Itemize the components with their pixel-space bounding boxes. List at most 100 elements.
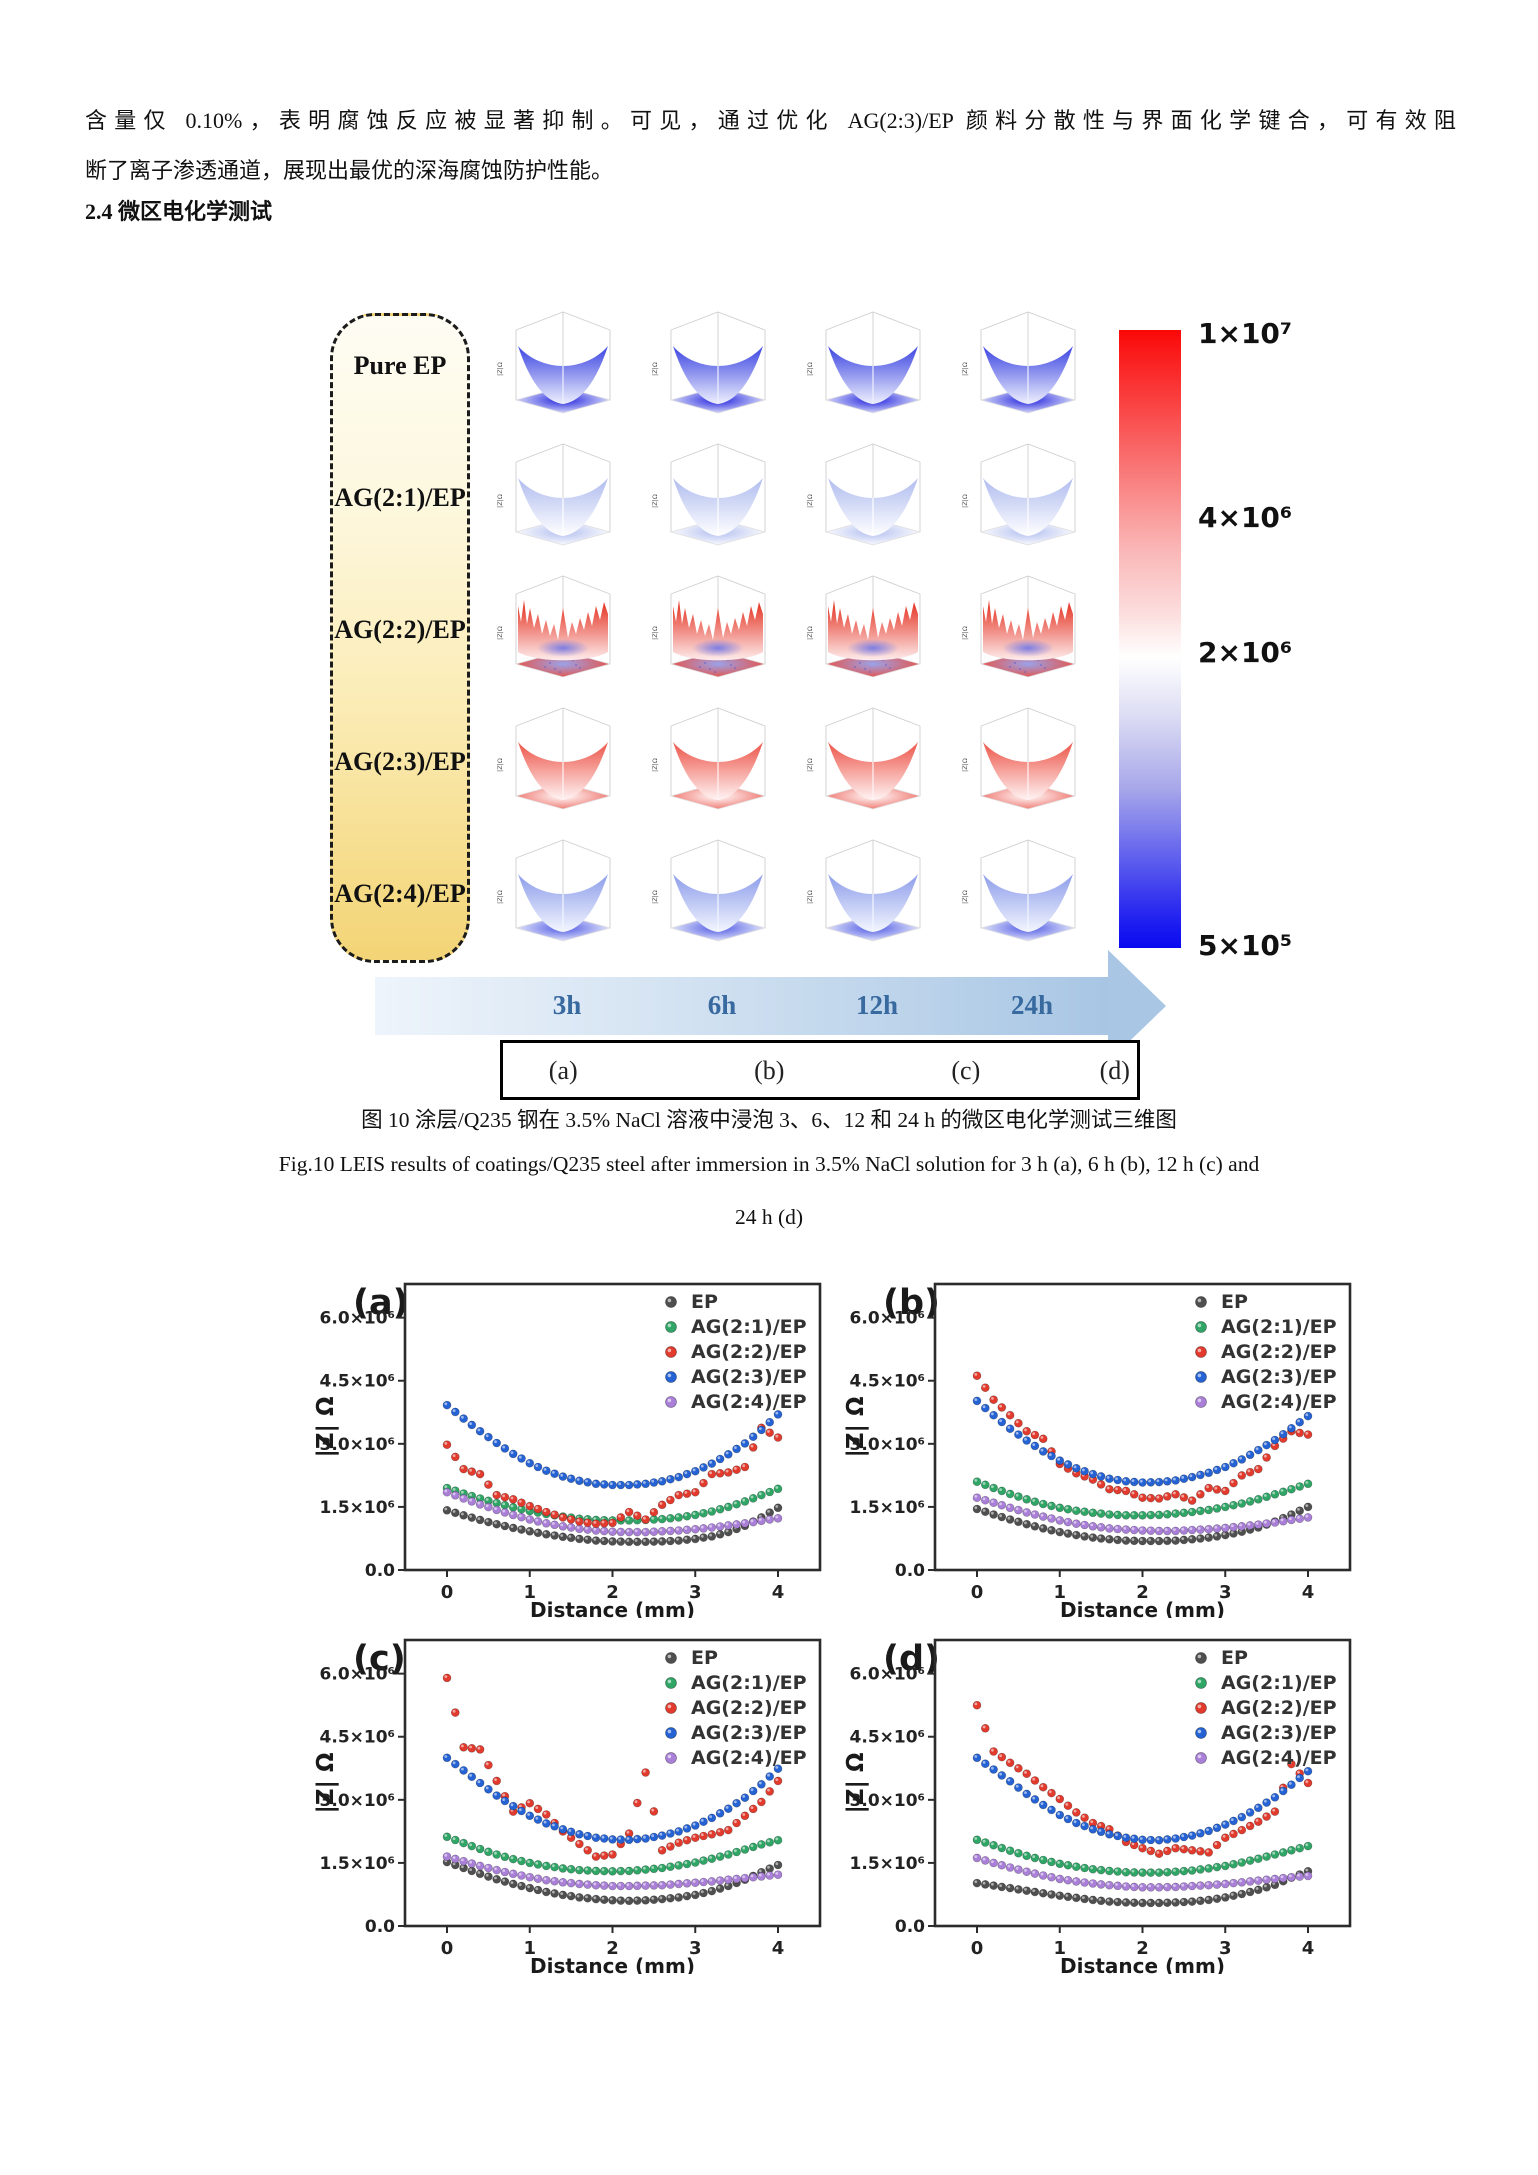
y-tick-label: 6.0×10⁶ bbox=[850, 1665, 925, 1685]
y-axis-label: |Z| Ω bbox=[843, 1396, 869, 1457]
x-axis-label: Distance (mm) bbox=[530, 1954, 695, 1974]
mini-z-axis-label: |Z|Ω bbox=[961, 362, 969, 376]
leis-3d-plot: |Z|Ω bbox=[806, 311, 922, 414]
x-tick-label: 1 bbox=[523, 1582, 536, 1603]
figure10-caption-en-line2: 24 h (d) bbox=[734, 1205, 804, 1229]
mini-z-axis-label: |Z|Ω bbox=[806, 626, 814, 640]
panel-letter: (b) bbox=[883, 1283, 940, 1323]
panel-letter: (c) bbox=[353, 1639, 406, 1679]
x-axis-label: Distance (mm) bbox=[1060, 1954, 1225, 1974]
x-tick-label: 1 bbox=[1053, 1582, 1066, 1603]
figure10-letter-d: (d) bbox=[1099, 1056, 1130, 1085]
legend-label: EP bbox=[691, 1647, 718, 1669]
mini-z-axis-label: |Z|Ω bbox=[496, 758, 504, 772]
row-label-ag24-ep: AG(2:4)/EP bbox=[334, 879, 466, 908]
leis-line-scan-figure: (a) 0.0 1.5×10⁶ 3.0×10⁶ 4.5×10⁶ 6.0×10⁶ 0 1 2 3 4 D… bbox=[295, 1268, 1355, 1974]
leis-3d-plot: |Z|Ω bbox=[651, 707, 767, 810]
row-label-ag22-ep: AG(2:2)/EP bbox=[334, 615, 466, 644]
y-tick-label: 3.0×10⁶ bbox=[320, 1435, 395, 1455]
y-tick-label: 0.0 bbox=[365, 1561, 395, 1581]
y-tick-label: 3.0×10⁶ bbox=[850, 1791, 925, 1811]
leis-3d-plot: |Z|Ω bbox=[496, 443, 612, 546]
mini-z-axis-label: |Z|Ω bbox=[806, 362, 814, 376]
leis-3d-plot: |Z|Ω bbox=[806, 575, 922, 678]
legend-label: AG(2:1)/EP bbox=[1221, 1672, 1337, 1694]
figure10-colorbar bbox=[1119, 330, 1181, 948]
mini-z-axis-label: |Z|Ω bbox=[961, 626, 969, 640]
x-tick-label: 3 bbox=[1219, 1582, 1232, 1603]
time-label-24h: 24h bbox=[1010, 990, 1054, 1020]
time-label-3h: 3h bbox=[552, 990, 582, 1020]
leis-3d-plot: |Z|Ω bbox=[651, 443, 767, 546]
legend-label: AG(2:2)/EP bbox=[1221, 1341, 1337, 1363]
y-tick-label: 1.5×10⁶ bbox=[320, 1854, 395, 1874]
y-axis-label: |Z| Ω bbox=[843, 1752, 869, 1813]
panel-letter: (a) bbox=[353, 1283, 409, 1323]
mini-z-axis-label: |Z|Ω bbox=[806, 890, 814, 904]
y-tick-label: 0.0 bbox=[895, 1917, 925, 1937]
leis-chart-panel-d-: (d) 0.0 1.5×10⁶ 3.0×10⁶ 4.5×10⁶ 6.0×10⁶ 0 1 2 3 4 D… bbox=[843, 1638, 1352, 1974]
legend-label: AG(2:4)/EP bbox=[1221, 1391, 1337, 1413]
mini-z-axis-label: |Z|Ω bbox=[496, 362, 504, 376]
legend-label: AG(2:3)/EP bbox=[1221, 1722, 1337, 1744]
x-tick-label: 3 bbox=[689, 1938, 702, 1959]
leis-3d-plot: |Z|Ω bbox=[806, 839, 922, 942]
legend-label: AG(2:1)/EP bbox=[691, 1672, 807, 1694]
legend-label: AG(2:2)/EP bbox=[691, 1697, 807, 1719]
legend-label: AG(2:2)/EP bbox=[1221, 1697, 1337, 1719]
leis-3d-plot: |Z|Ω bbox=[496, 575, 612, 678]
legend-label: AG(2:4)/EP bbox=[691, 1747, 807, 1769]
y-tick-label: 1.5×10⁶ bbox=[320, 1498, 395, 1518]
x-tick-label: 4 bbox=[772, 1938, 785, 1959]
mini-z-axis-label: |Z|Ω bbox=[496, 626, 504, 640]
y-tick-label: 1.5×10⁶ bbox=[850, 1854, 925, 1874]
legend-label: AG(2:4)/EP bbox=[1221, 1747, 1337, 1769]
row-label-pure-ep: Pure EP bbox=[353, 351, 447, 380]
leis-3d-plot: |Z|Ω bbox=[496, 707, 612, 810]
mini-z-axis-label: |Z|Ω bbox=[651, 758, 659, 772]
panel-letter: (d) bbox=[883, 1639, 940, 1679]
y-tick-label: 3.0×10⁶ bbox=[850, 1435, 925, 1455]
y-tick-label: 6.0×10⁶ bbox=[320, 1665, 395, 1685]
x-tick-label: 0 bbox=[971, 1938, 984, 1959]
legend-label: EP bbox=[1221, 1291, 1248, 1313]
x-tick-label: 2 bbox=[1136, 1938, 1149, 1959]
time-label-12h: 12h bbox=[855, 990, 899, 1020]
x-tick-label: 0 bbox=[441, 1582, 454, 1603]
mini-z-axis-label: |Z|Ω bbox=[961, 890, 969, 904]
figure10-caption-en: Fig.10 LEIS results of coatings/Q235 ste… bbox=[278, 1152, 1260, 1176]
legend-label: AG(2:3)/EP bbox=[1221, 1366, 1337, 1388]
legend-label: AG(2:4)/EP bbox=[691, 1391, 807, 1413]
x-tick-label: 4 bbox=[772, 1582, 785, 1603]
legend-label: AG(2:1)/EP bbox=[691, 1316, 807, 1338]
row-label-ag23-ep: AG(2:3)/EP bbox=[334, 747, 466, 776]
leis-3d-plot: |Z|Ω bbox=[806, 443, 922, 546]
body-paragraph-line1: 含量仅 0.10%，表明腐蚀反应被显著抑制。可见，通过优化 AG(2:3)/EP… bbox=[85, 108, 1456, 133]
y-tick-label: 4.5×10⁶ bbox=[850, 1372, 925, 1392]
figure10-letter-b: (b) bbox=[754, 1056, 785, 1085]
leis-3d-plot: |Z|Ω bbox=[961, 707, 1077, 810]
y-tick-label: 1.5×10⁶ bbox=[850, 1498, 925, 1518]
y-axis-label: |Z| Ω bbox=[313, 1752, 339, 1813]
y-tick-label: 0.0 bbox=[895, 1561, 925, 1581]
leis-3d-plot: |Z|Ω bbox=[651, 311, 767, 414]
leis-chart-panel-b-: (b) 0.0 1.5×10⁶ 3.0×10⁶ 4.5×10⁶ 6.0×10⁶ 0 1 2 3 4 D… bbox=[843, 1282, 1352, 1618]
x-axis-label: Distance (mm) bbox=[530, 1598, 695, 1618]
leis-3d-plot: |Z|Ω bbox=[806, 707, 922, 810]
x-axis-label: Distance (mm) bbox=[1060, 1598, 1225, 1618]
y-tick-label: 4.5×10⁶ bbox=[320, 1728, 395, 1748]
mini-z-axis-label: |Z|Ω bbox=[651, 626, 659, 640]
x-tick-label: 3 bbox=[689, 1582, 702, 1603]
mini-z-axis-label: |Z|Ω bbox=[806, 758, 814, 772]
legend-label: AG(2:2)/EP bbox=[691, 1341, 807, 1363]
leis-3d-plot: |Z|Ω bbox=[651, 575, 767, 678]
mini-z-axis-label: |Z|Ω bbox=[651, 890, 659, 904]
x-tick-label: 2 bbox=[1136, 1582, 1149, 1603]
legend-label: AG(2:3)/EP bbox=[691, 1366, 807, 1388]
colorbar-label-2e6: 2×10⁶ bbox=[1198, 636, 1293, 669]
leis-chart-panel-a-: (a) 0.0 1.5×10⁶ 3.0×10⁶ 4.5×10⁶ 6.0×10⁶ 0 1 2 3 4 D… bbox=[313, 1282, 822, 1618]
mini-z-axis-label: |Z|Ω bbox=[496, 890, 504, 904]
mini-z-axis-label: |Z|Ω bbox=[651, 362, 659, 376]
leis-chart-panel-c-: (c) 0.0 1.5×10⁶ 3.0×10⁶ 4.5×10⁶ 6.0×10⁶ 0 1 2 3 4 D… bbox=[313, 1638, 822, 1974]
